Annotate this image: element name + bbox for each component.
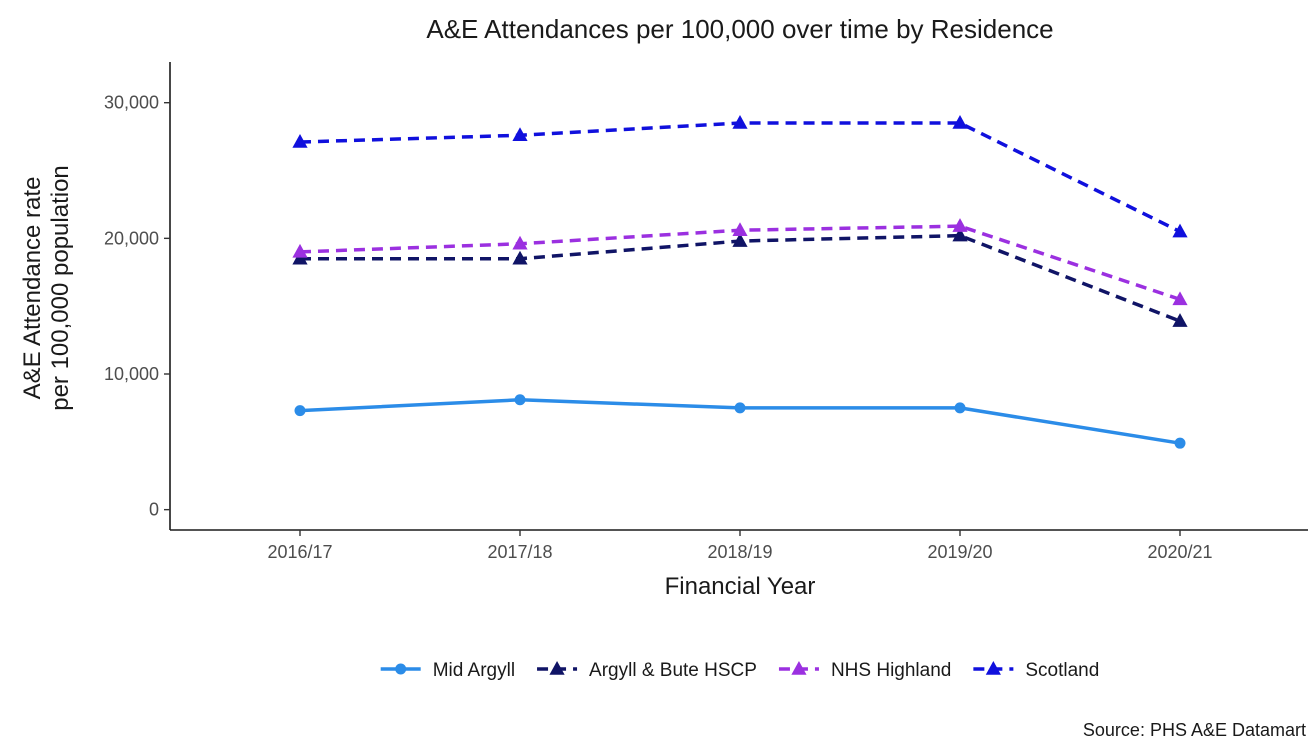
data-point: [294, 405, 306, 417]
data-point: [734, 402, 746, 414]
legend-item-argyll-and-bute-hscp: Argyll & Bute HSCP: [537, 660, 757, 681]
data-point: [954, 402, 966, 414]
data-point: [732, 233, 748, 247]
y-tick-label: 20,000: [104, 228, 159, 248]
x-tick-label: 2019/20: [927, 542, 992, 562]
series-layer: [292, 115, 1188, 449]
series-nhs-highland: [292, 218, 1188, 306]
data-point: [292, 134, 308, 148]
x-tick-label: 2020/21: [1147, 542, 1212, 562]
legend-marker: [549, 661, 565, 675]
y-tick-label: 0: [149, 500, 159, 520]
series-mid-argyll: [294, 394, 1186, 449]
data-point: [732, 115, 748, 129]
series-scotland: [292, 115, 1188, 238]
y-axis-title-line-2: per 100,000 population: [47, 165, 74, 411]
series-argyll-and-bute-hscp: [292, 227, 1188, 327]
x-tick-label: 2018/19: [707, 542, 772, 562]
x-axis-title: Financial Year: [665, 573, 816, 600]
y-tick-label: 10,000: [104, 364, 159, 384]
data-point: [1172, 291, 1188, 306]
legend-item-scotland: Scotland: [973, 660, 1099, 681]
legend-label: Mid Argyll: [433, 660, 515, 681]
x-tick-label: 2016/17: [267, 542, 332, 562]
legend-marker: [791, 661, 807, 675]
data-point: [952, 227, 968, 242]
legend-label: Argyll & Bute HSCP: [589, 660, 757, 681]
legend-item-nhs-highland: NHS Highland: [778, 660, 951, 681]
data-point: [952, 218, 968, 232]
source-caption: Source: PHS A&E Datamart: [1083, 720, 1306, 740]
data-point: [1172, 223, 1188, 238]
x-tick-label: 2017/18: [487, 542, 552, 562]
legend: Mid Argyll Argyll & Bute HSCP NHS Highland…: [380, 660, 1099, 681]
data-point: [1172, 313, 1188, 327]
data-point: [512, 127, 528, 142]
data-point: [292, 243, 308, 258]
data-point: [732, 222, 748, 236]
legend-marker: [395, 663, 407, 675]
series-line-scotland: [299, 121, 1181, 234]
legend-item-mid-argyll: Mid Argyll: [380, 660, 515, 681]
axes: 0 10,000 20,000 30,000 2016/17 2017/18 2018/19…: [104, 62, 1308, 562]
data-point: [512, 235, 528, 250]
chart-title: A&E Attendances per 100,000 over time by…: [426, 14, 1053, 44]
y-tick-label: 30,000: [104, 93, 159, 113]
y-axis-title-line-1: A&E Attendance rate: [19, 177, 46, 400]
data-point: [1174, 437, 1186, 449]
legend-label: NHS Highland: [831, 660, 951, 681]
data-point: [514, 394, 526, 406]
legend-marker: [985, 661, 1001, 675]
y-axis-title: A&E Attendance rate per 100,000 populati…: [19, 165, 74, 411]
data-point: [512, 250, 528, 265]
legend-label: Scotland: [1025, 660, 1099, 681]
data-point: [952, 115, 968, 129]
